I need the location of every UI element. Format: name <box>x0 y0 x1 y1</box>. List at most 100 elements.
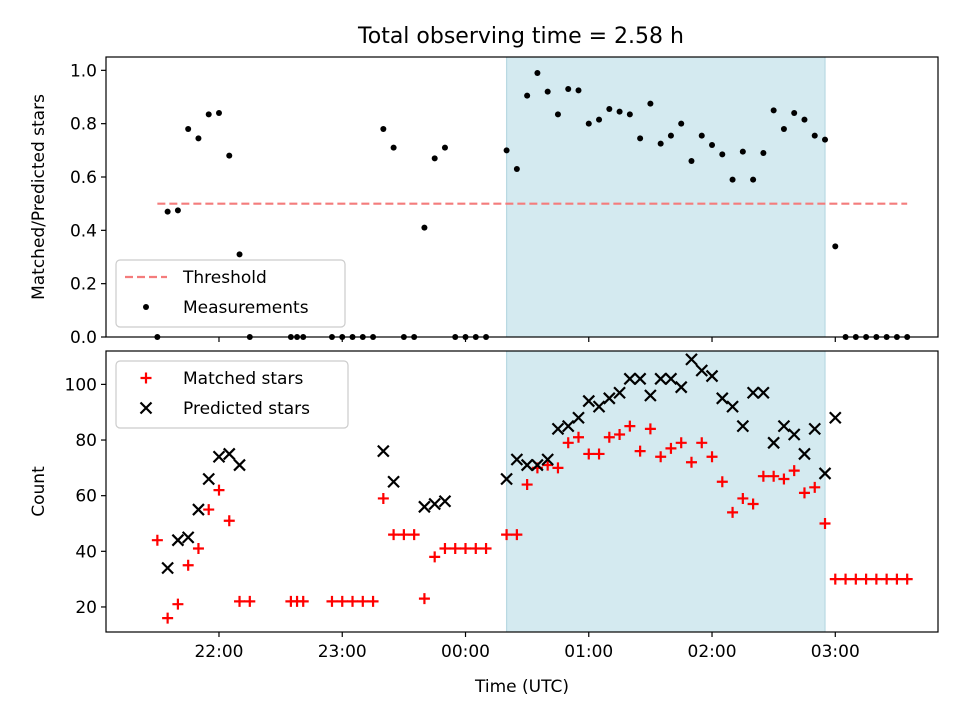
data-point <box>832 243 839 250</box>
data-point <box>418 593 430 605</box>
data-point <box>213 484 225 496</box>
data-point <box>757 386 770 400</box>
x-tick-label: 23:00 <box>318 642 367 662</box>
data-point <box>613 386 626 400</box>
data-point <box>623 372 637 386</box>
data-point <box>808 422 822 436</box>
data-point <box>901 573 913 585</box>
series-matched-stars <box>151 420 913 624</box>
data-point <box>633 372 647 386</box>
data-point <box>544 88 551 95</box>
data-point <box>706 451 718 463</box>
data-point <box>739 148 746 155</box>
data-point <box>624 420 636 432</box>
data-point <box>667 132 674 139</box>
x-axis-label: Time (UTC) <box>474 677 569 697</box>
data-point <box>811 132 818 139</box>
data-point <box>244 595 256 607</box>
data-point <box>202 472 215 486</box>
data-point <box>840 573 852 585</box>
data-point <box>850 573 862 585</box>
data-point <box>212 450 226 464</box>
y-tick-label: 0.6 <box>70 168 97 188</box>
data-point <box>541 453 554 466</box>
legend-swatch <box>139 401 153 415</box>
data-point <box>561 419 575 433</box>
y-tick-label: 0.0 <box>70 328 97 348</box>
data-point <box>870 573 882 585</box>
data-point <box>729 176 736 183</box>
y-tick-label: 0.4 <box>70 221 97 241</box>
data-point <box>606 106 613 112</box>
data-point <box>768 470 780 482</box>
data-point <box>531 458 544 472</box>
data-point <box>565 86 572 92</box>
data-point <box>716 476 728 488</box>
data-point <box>603 392 616 405</box>
data-point <box>685 456 697 468</box>
legend-label: Predicted stars <box>183 399 310 419</box>
data-point <box>222 447 236 461</box>
data-point <box>647 100 654 107</box>
data-point <box>788 465 800 477</box>
data-point <box>674 380 688 394</box>
x-tick-label: 02:00 <box>688 642 737 662</box>
data-point <box>818 467 832 480</box>
data-point <box>236 251 243 258</box>
legend-swatch <box>140 372 152 384</box>
data-point <box>233 458 246 472</box>
data-point <box>829 411 842 425</box>
data-point <box>203 504 215 516</box>
data-point <box>418 500 431 514</box>
data-point <box>737 492 749 504</box>
y-tick-label: 100 <box>65 375 97 395</box>
data-point <box>171 533 185 547</box>
data-point <box>654 372 667 386</box>
data-point <box>562 437 574 449</box>
data-point <box>429 551 441 563</box>
data-point <box>655 451 667 463</box>
data-point <box>542 459 554 471</box>
x-tick-label: 00:00 <box>441 642 490 662</box>
data-point <box>780 126 787 132</box>
data-point <box>552 462 564 474</box>
data-point <box>572 411 585 425</box>
data-point <box>480 543 492 555</box>
data-point <box>582 394 596 408</box>
data-point <box>408 529 420 541</box>
data-point <box>798 447 811 461</box>
data-point <box>626 111 633 118</box>
data-point <box>421 224 428 231</box>
data-point <box>665 442 677 454</box>
y-tick-label: 40 <box>75 542 97 562</box>
data-point <box>695 364 709 377</box>
x-tick-label: 01:00 <box>564 642 613 662</box>
data-point <box>326 595 338 607</box>
data-point <box>390 144 397 151</box>
data-point <box>398 529 410 541</box>
data-point <box>534 70 541 76</box>
data-point <box>891 573 903 585</box>
data-point <box>357 595 369 607</box>
data-point <box>431 155 438 162</box>
legend-box <box>115 360 349 429</box>
x-tick-label: 03:00 <box>811 642 860 662</box>
data-point <box>819 517 831 529</box>
data-point <box>575 87 582 94</box>
data-point <box>439 543 451 555</box>
data-point <box>470 543 482 555</box>
data-point <box>449 543 461 555</box>
data-point <box>192 503 205 516</box>
data-point <box>696 437 708 449</box>
data-point <box>778 473 790 485</box>
data-point <box>182 559 194 571</box>
axes-frame <box>105 56 939 338</box>
legend: Matched stars Predicted stars <box>115 360 349 429</box>
data-point <box>657 140 664 147</box>
data-point <box>750 176 757 183</box>
x-tick-label: 22:00 <box>194 642 243 662</box>
data-point <box>161 561 174 575</box>
data-point <box>614 428 626 440</box>
data-point <box>297 595 309 607</box>
